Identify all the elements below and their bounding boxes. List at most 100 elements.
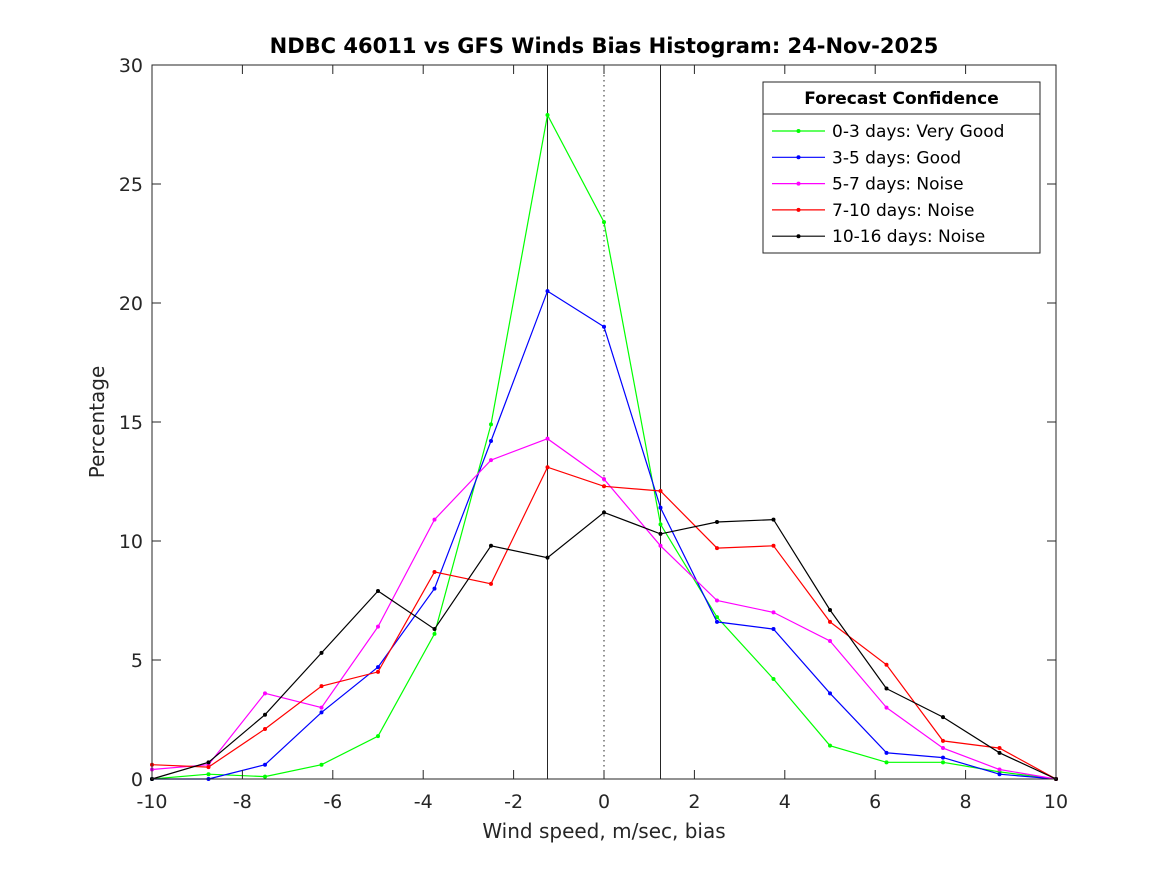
data-point bbox=[884, 750, 889, 755]
legend-item: 5-7 days: Noise bbox=[772, 175, 964, 195]
data-point bbox=[319, 710, 324, 715]
data-point bbox=[489, 543, 493, 548]
y-tick-label: 20 bbox=[119, 293, 143, 315]
y-tick-label: 15 bbox=[119, 412, 143, 434]
legend: Forecast Confidence 0-3 days: Very Good 3-… bbox=[762, 81, 1041, 254]
data-point bbox=[602, 510, 606, 515]
x-tick-label: 4 bbox=[779, 791, 791, 813]
legend-box bbox=[762, 81, 1041, 254]
data-point bbox=[489, 581, 493, 586]
data-point bbox=[602, 484, 606, 489]
data-point bbox=[658, 543, 663, 548]
data-point bbox=[432, 631, 437, 636]
legend-label: 7-10 days: Noise bbox=[832, 201, 974, 221]
y-tick-label: 25 bbox=[119, 174, 143, 196]
data-point bbox=[489, 458, 493, 463]
x-axis-label: Wind speed, m/sec, bias bbox=[482, 819, 725, 843]
legend-item: 10-16 days: Noise bbox=[772, 227, 985, 247]
series-line-3 bbox=[151, 438, 1057, 780]
data-point bbox=[489, 422, 493, 427]
data-point bbox=[206, 760, 211, 765]
legend-item: 3-5 days: Good bbox=[772, 148, 961, 168]
data-point bbox=[489, 439, 493, 444]
data-point bbox=[376, 734, 380, 739]
data-point bbox=[997, 767, 1002, 772]
data-point bbox=[376, 588, 380, 593]
data-point bbox=[376, 624, 380, 629]
data-point bbox=[263, 774, 267, 779]
legend-marker bbox=[796, 181, 801, 186]
x-tick-label: -2 bbox=[504, 791, 523, 813]
data-point bbox=[884, 662, 889, 667]
data-point bbox=[263, 691, 267, 696]
data-point bbox=[771, 610, 776, 615]
data-point bbox=[263, 727, 267, 732]
data-point bbox=[545, 465, 550, 470]
data-point bbox=[432, 517, 437, 522]
data-point bbox=[319, 762, 324, 767]
data-point bbox=[884, 705, 889, 710]
x-tick-label: 0 bbox=[598, 791, 610, 813]
legend-marker bbox=[796, 155, 801, 160]
data-point bbox=[602, 324, 606, 329]
y-tick-label: 5 bbox=[131, 650, 143, 672]
legend-item: 0-3 days: Very Good bbox=[772, 122, 1004, 142]
y-axis-label: Percentage bbox=[85, 366, 109, 479]
y-tick-label: 0 bbox=[131, 769, 143, 791]
data-point bbox=[715, 519, 719, 524]
x-tick-label: -8 bbox=[233, 791, 252, 813]
data-point bbox=[263, 712, 267, 717]
data-point bbox=[602, 477, 606, 482]
x-tick-label: 8 bbox=[960, 791, 972, 813]
x-tick-label: 6 bbox=[869, 791, 881, 813]
y-tick-label: 30 bbox=[119, 55, 143, 77]
data-point bbox=[263, 762, 267, 767]
x-tick-label: 10 bbox=[1044, 791, 1068, 813]
data-point bbox=[828, 638, 832, 643]
data-point bbox=[658, 522, 663, 527]
data-point bbox=[997, 772, 1002, 777]
data-point bbox=[828, 691, 832, 696]
x-tick-label: -4 bbox=[414, 791, 433, 813]
data-point bbox=[319, 650, 324, 655]
data-point bbox=[828, 608, 832, 613]
data-point bbox=[319, 684, 324, 689]
data-point bbox=[771, 543, 776, 548]
data-point bbox=[941, 755, 945, 760]
series-layer bbox=[150, 112, 1058, 781]
legend-item: 7-10 days: Noise bbox=[772, 201, 974, 221]
data-point bbox=[545, 436, 550, 441]
data-point bbox=[545, 112, 550, 117]
data-point bbox=[997, 750, 1002, 755]
data-point bbox=[715, 598, 719, 603]
data-point bbox=[432, 586, 437, 591]
data-point bbox=[545, 555, 550, 560]
data-point bbox=[884, 760, 889, 765]
data-point bbox=[658, 489, 663, 494]
data-point bbox=[658, 531, 663, 536]
data-point bbox=[771, 677, 776, 682]
data-point bbox=[432, 569, 437, 574]
legend-label: 3-5 days: Good bbox=[832, 148, 961, 168]
data-point bbox=[997, 746, 1002, 751]
data-point bbox=[828, 619, 832, 624]
data-point bbox=[715, 615, 719, 620]
legend-marker bbox=[796, 129, 801, 133]
data-point bbox=[715, 546, 719, 551]
legend-marker bbox=[796, 234, 801, 239]
data-point bbox=[658, 505, 663, 510]
data-point bbox=[771, 627, 776, 632]
x-tick-label: -10 bbox=[136, 791, 167, 813]
data-point bbox=[941, 760, 945, 765]
data-point bbox=[319, 705, 324, 710]
data-point bbox=[941, 746, 945, 751]
legend-label: 5-7 days: Noise bbox=[832, 175, 964, 195]
legend-label: 10-16 days: Noise bbox=[832, 227, 985, 247]
data-point bbox=[545, 289, 550, 294]
legend-label: 0-3 days: Very Good bbox=[832, 122, 1004, 142]
reference-lines bbox=[547, 65, 661, 779]
data-point bbox=[941, 715, 945, 720]
chart-title: NDBC 46011 vs GFS Winds Bias Histogram: … bbox=[270, 34, 939, 58]
data-point bbox=[376, 665, 380, 670]
legend-title: Forecast Confidence bbox=[804, 89, 999, 109]
